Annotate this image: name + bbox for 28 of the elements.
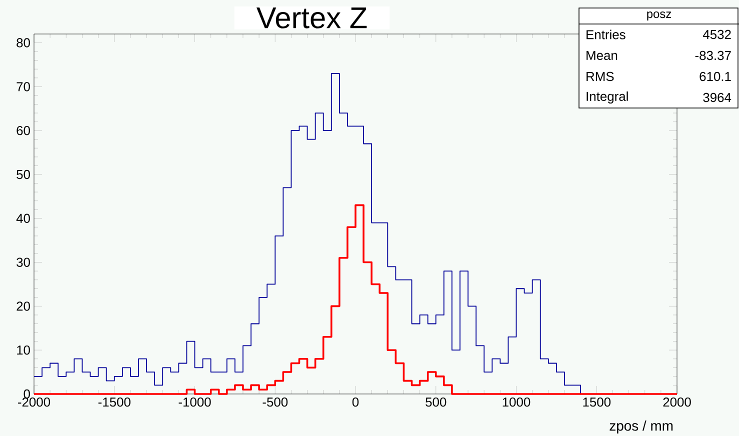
y-tick-label: 70	[16, 82, 30, 92]
y-tick-label: 80	[16, 38, 30, 48]
text: -83.37	[695, 50, 731, 60]
x-tick-label: 0	[352, 398, 359, 407]
text: 610.1	[700, 72, 731, 82]
chart-title: Vertex Z	[256, 8, 367, 28]
annotation: Entries	[586, 30, 626, 40]
x-axis-title: zpos / mm	[610, 420, 673, 434]
x-tick-label: -1000	[178, 398, 211, 407]
x-tick-label: 2000	[663, 398, 691, 407]
text: posz	[647, 12, 672, 20]
y-tick-label: 40	[16, 214, 30, 223]
annotation: Integral	[586, 91, 628, 104]
x-tick-label: -500	[262, 398, 288, 407]
y-tick-label: 10	[17, 345, 30, 355]
y-tick-label: 20	[16, 302, 30, 311]
x-tick-label: 1500	[583, 398, 611, 407]
text: 3964	[703, 92, 732, 102]
x-tick-label: 500	[426, 398, 446, 407]
x-tick-label: 1000	[502, 398, 530, 407]
y-tick-label: 50	[16, 170, 30, 180]
annotation: Mean	[586, 50, 618, 60]
y-tick-label: 30	[16, 258, 30, 267]
x-tick-label: -2000	[18, 398, 50, 407]
x-tick-label: -1500	[98, 398, 130, 407]
text: 4532	[702, 30, 731, 40]
annotation: RMS	[586, 72, 614, 82]
y-tick-label: 60	[16, 126, 30, 136]
